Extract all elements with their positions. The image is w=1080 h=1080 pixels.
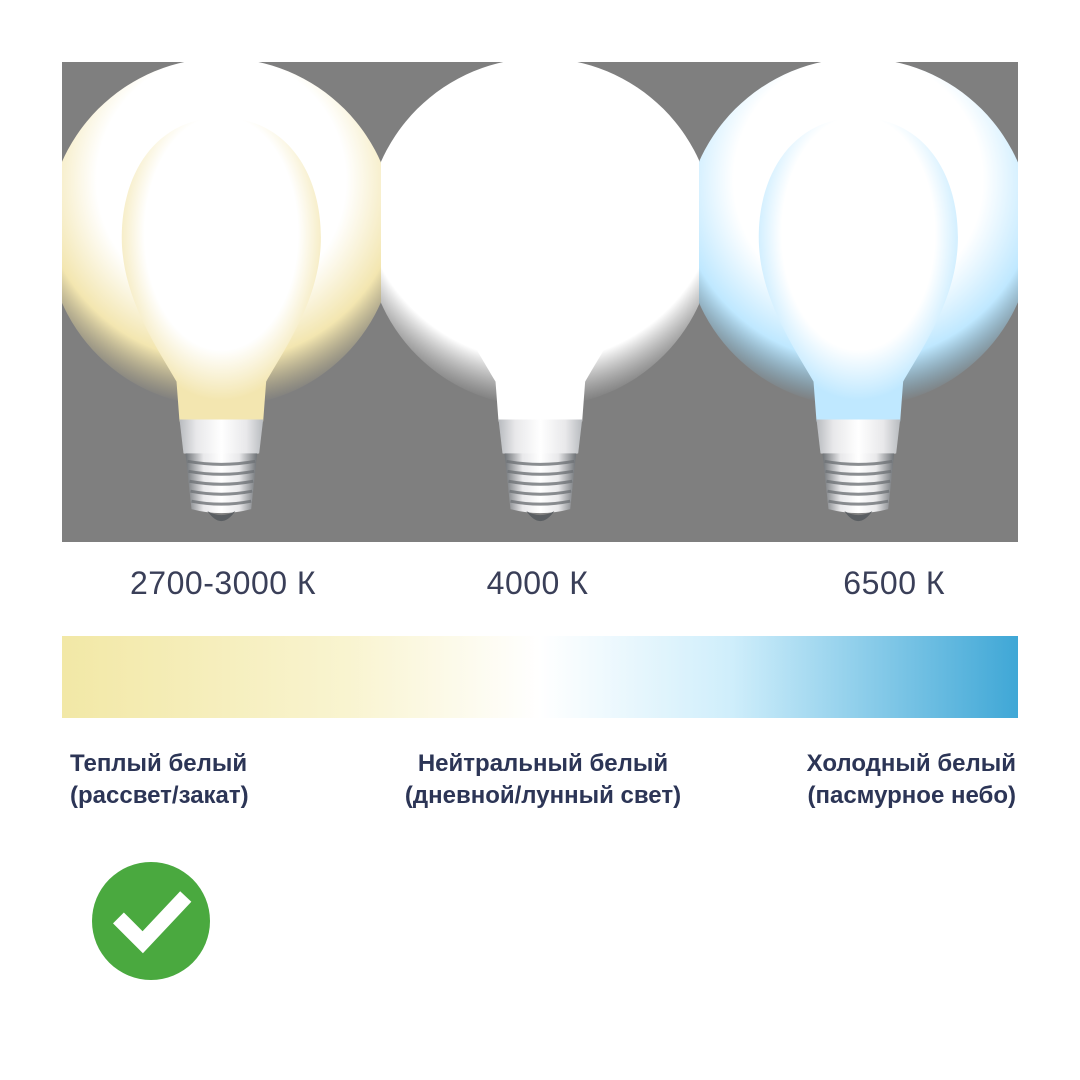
desc-warm-line2: (рассвет/закат) (70, 782, 249, 809)
desc-neutral-line2: (дневной/лунный свет) (405, 782, 681, 809)
desc-cool-line1: Холодный белый (807, 750, 1016, 777)
desc-cool-line2: (пасмурное небо) (807, 782, 1016, 809)
selected-check-badge (92, 862, 210, 980)
desc-warm: Теплый белый (рассвет/закат) (62, 748, 385, 813)
bulb-stage (62, 62, 1018, 542)
kelvin-label-neutral: 4000 К (402, 565, 674, 602)
bulb-neutral (381, 62, 700, 542)
bulb-warm (62, 62, 381, 542)
desc-neutral: Нейтральный белый (дневной/лунный свет) (385, 748, 700, 813)
kelvin-label-warm: 2700-3000 К (90, 565, 402, 602)
kelvin-label-cool: 6500 К (673, 565, 990, 602)
desc-cool: Холодный белый (пасмурное небо) (701, 748, 1018, 813)
color-temperature-spectrum (62, 636, 1018, 718)
desc-neutral-line1: Нейтральный белый (418, 750, 668, 777)
bulb-cool (699, 62, 1018, 542)
description-row: Теплый белый (рассвет/закат) Нейтральный… (62, 748, 1018, 813)
kelvin-row: 2700-3000 К 4000 К 6500 К (62, 565, 1018, 602)
desc-warm-line1: Теплый белый (70, 750, 247, 777)
